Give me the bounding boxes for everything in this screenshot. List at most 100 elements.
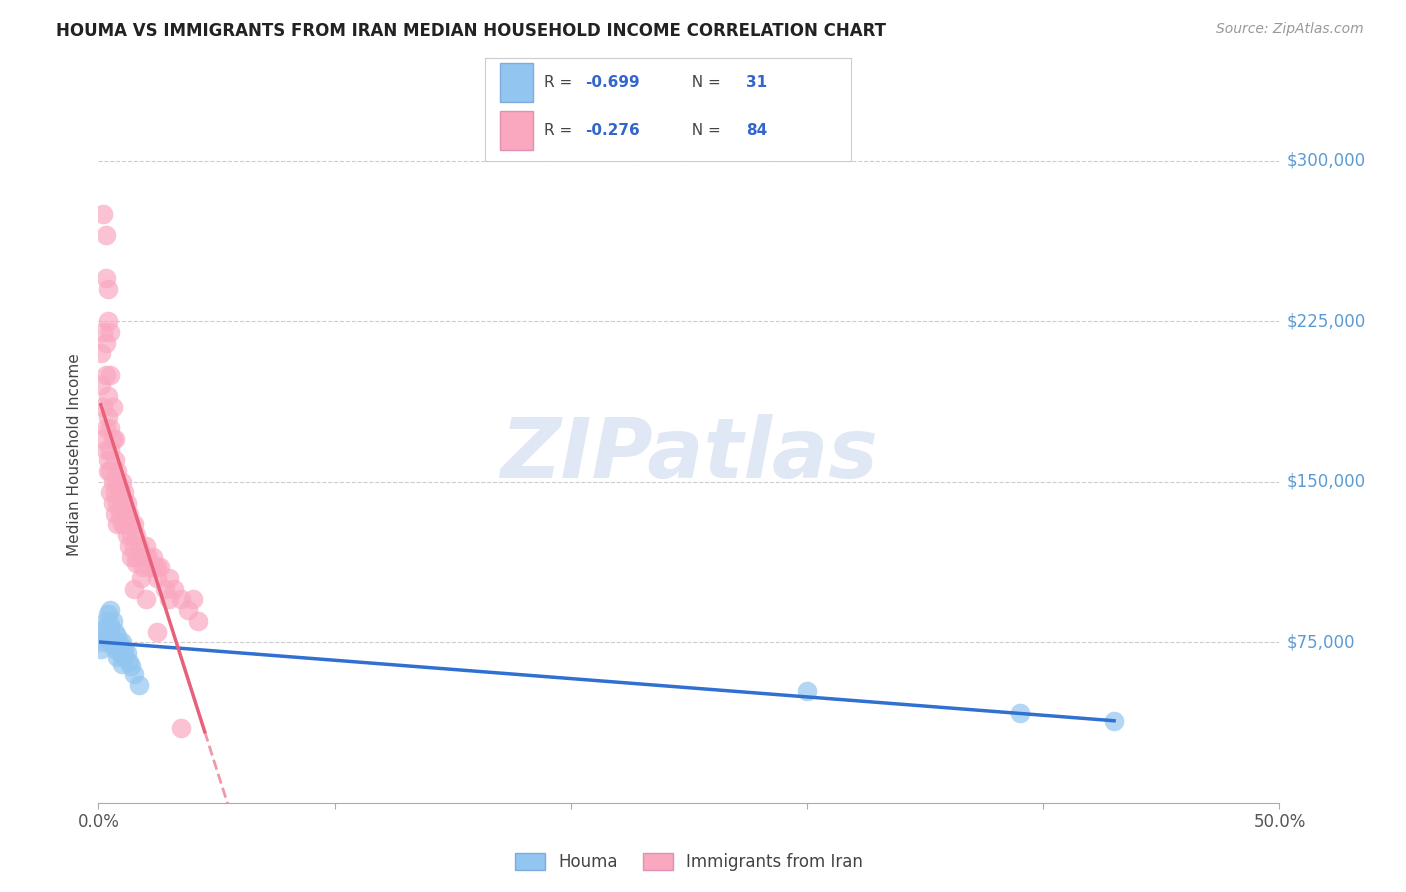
Point bbox=[104, 432, 127, 446]
Text: HOUMA VS IMMIGRANTS FROM IRAN MEDIAN HOUSEHOLD INCOME CORRELATION CHART: HOUMA VS IMMIGRANTS FROM IRAN MEDIAN HOU… bbox=[56, 22, 886, 40]
Point bbox=[111, 657, 134, 671]
Point bbox=[135, 549, 157, 564]
Point bbox=[94, 421, 117, 435]
Point bbox=[98, 421, 121, 435]
Point bbox=[94, 442, 117, 457]
Point bbox=[115, 528, 138, 542]
Point bbox=[112, 650, 135, 665]
Point bbox=[90, 378, 112, 392]
Text: N =: N = bbox=[682, 123, 725, 138]
Point bbox=[112, 517, 135, 532]
Point bbox=[91, 207, 114, 221]
Point bbox=[1102, 714, 1125, 729]
Point bbox=[104, 641, 127, 656]
Point bbox=[98, 325, 121, 339]
Point bbox=[187, 614, 209, 628]
Point bbox=[90, 346, 112, 360]
Point bbox=[108, 485, 131, 500]
Text: ZIPatlas: ZIPatlas bbox=[501, 415, 877, 495]
Point bbox=[94, 614, 117, 628]
Point bbox=[125, 549, 148, 564]
Point bbox=[108, 637, 131, 651]
Point bbox=[129, 549, 152, 564]
Point bbox=[101, 496, 124, 510]
Point bbox=[122, 517, 145, 532]
Point bbox=[97, 389, 120, 403]
Point bbox=[101, 432, 124, 446]
Point bbox=[98, 618, 121, 632]
Point bbox=[132, 560, 155, 574]
Point bbox=[91, 624, 114, 639]
Text: 84: 84 bbox=[747, 123, 768, 138]
Point bbox=[97, 464, 120, 478]
Point bbox=[101, 475, 124, 489]
Point bbox=[170, 721, 193, 735]
Point bbox=[105, 517, 128, 532]
Point bbox=[122, 667, 145, 681]
Point bbox=[98, 485, 121, 500]
Point bbox=[111, 496, 134, 510]
Point bbox=[146, 571, 169, 585]
Point bbox=[97, 453, 120, 467]
Point bbox=[94, 271, 117, 285]
Point bbox=[170, 592, 193, 607]
Point bbox=[111, 517, 134, 532]
Text: 31: 31 bbox=[747, 75, 768, 90]
Point bbox=[121, 658, 143, 673]
Point bbox=[115, 646, 138, 660]
Point bbox=[94, 368, 117, 382]
Point bbox=[142, 549, 165, 564]
Point bbox=[105, 475, 128, 489]
Text: R =: R = bbox=[544, 75, 576, 90]
Point bbox=[112, 641, 135, 656]
Point bbox=[98, 368, 121, 382]
Point bbox=[91, 400, 114, 414]
Point bbox=[101, 400, 124, 414]
Point bbox=[122, 539, 145, 553]
Point bbox=[104, 453, 127, 467]
Point bbox=[112, 507, 135, 521]
Text: $150,000: $150,000 bbox=[1286, 473, 1365, 491]
Point bbox=[111, 635, 134, 649]
Point bbox=[97, 607, 120, 622]
Point bbox=[157, 571, 180, 585]
Point bbox=[796, 684, 818, 698]
Point bbox=[157, 592, 180, 607]
Text: $75,000: $75,000 bbox=[1286, 633, 1355, 651]
Point bbox=[118, 507, 141, 521]
Point bbox=[153, 582, 176, 596]
Point bbox=[135, 592, 157, 607]
Point bbox=[135, 539, 157, 553]
Point bbox=[94, 620, 117, 634]
Text: R =: R = bbox=[544, 123, 576, 138]
Point bbox=[91, 432, 114, 446]
Point bbox=[105, 650, 128, 665]
Point bbox=[143, 560, 166, 574]
Text: -0.276: -0.276 bbox=[585, 123, 640, 138]
Point bbox=[108, 646, 131, 660]
Point bbox=[101, 614, 124, 628]
Point bbox=[104, 485, 127, 500]
Point bbox=[104, 507, 127, 521]
Point bbox=[98, 603, 121, 617]
Point bbox=[139, 560, 162, 574]
Point bbox=[108, 485, 131, 500]
Point bbox=[112, 485, 135, 500]
Point bbox=[118, 655, 141, 669]
Y-axis label: Median Household Income: Median Household Income bbox=[67, 353, 83, 557]
Point bbox=[128, 678, 150, 692]
Text: $300,000: $300,000 bbox=[1286, 152, 1365, 169]
Point bbox=[118, 539, 141, 553]
Point bbox=[121, 517, 143, 532]
Point bbox=[146, 560, 169, 574]
Text: N =: N = bbox=[682, 75, 725, 90]
Point bbox=[98, 464, 121, 478]
Point bbox=[97, 410, 120, 425]
Point bbox=[94, 629, 117, 643]
Point bbox=[1008, 706, 1031, 720]
Point bbox=[121, 549, 143, 564]
Bar bbox=[499, 63, 533, 102]
Point bbox=[94, 335, 117, 350]
Point bbox=[177, 603, 200, 617]
Point bbox=[111, 475, 134, 489]
